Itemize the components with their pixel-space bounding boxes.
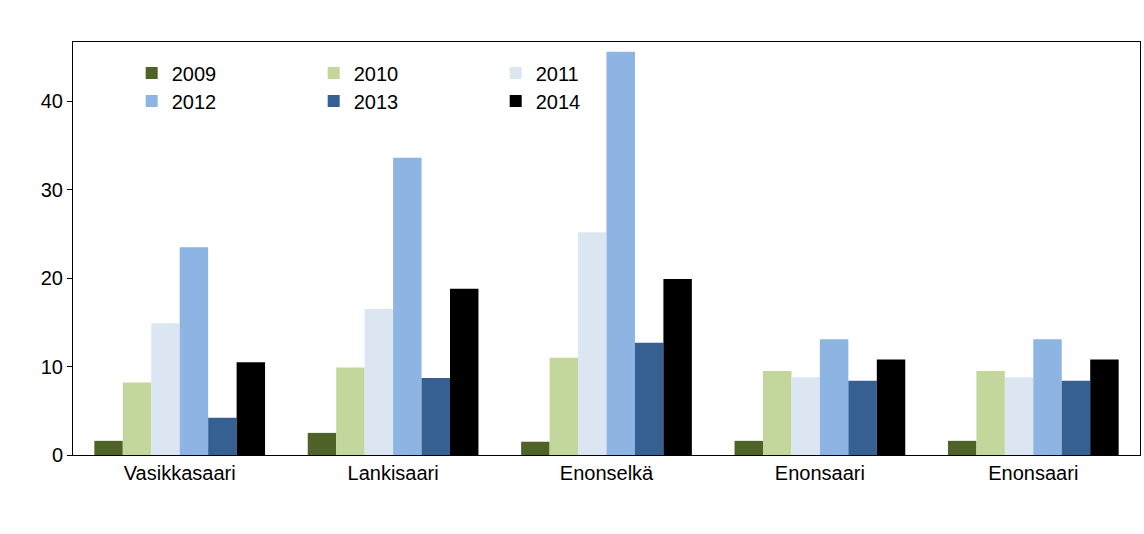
svg-text:2013: 2013: [354, 91, 399, 113]
svg-text:2012: 2012: [172, 91, 217, 113]
svg-text:2014: 2014: [536, 91, 581, 113]
svg-text:Lankisaari: Lankisaari: [348, 462, 439, 484]
svg-text:0: 0: [52, 444, 63, 466]
svg-text:Enonsaari: Enonsaari: [988, 462, 1078, 484]
svg-text:Vasikkasaari: Vasikkasaari: [124, 462, 236, 484]
svg-text:2010: 2010: [354, 63, 399, 85]
svg-text:30: 30: [41, 179, 63, 201]
svg-text:40: 40: [41, 90, 63, 112]
svg-text:Enonselkä: Enonselkä: [560, 462, 654, 484]
svg-text:2011: 2011: [536, 63, 579, 85]
svg-text:2009: 2009: [172, 63, 217, 85]
svg-text:Enonsaari: Enonsaari: [775, 462, 865, 484]
svg-text:20: 20: [41, 267, 63, 289]
svg-text:10: 10: [41, 356, 63, 378]
